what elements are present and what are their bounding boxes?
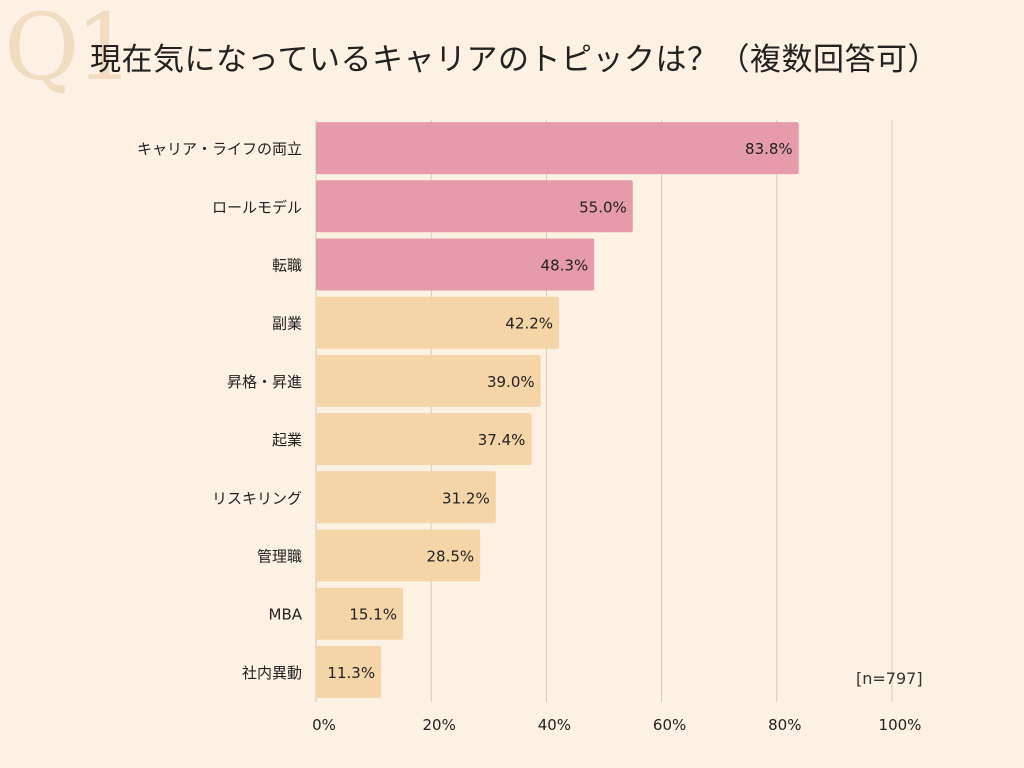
x-tick-label: 40%: [538, 716, 571, 734]
value-label: 83.8%: [745, 140, 793, 158]
bar-5: [316, 354, 541, 407]
category-label: 転職: [272, 257, 302, 275]
bar-6: [316, 413, 532, 466]
value-label: 39.0%: [487, 373, 535, 391]
value-label: 48.3%: [541, 257, 589, 275]
bar-8: [316, 529, 481, 582]
value-label: 11.3%: [327, 664, 375, 682]
bar-9: [316, 587, 403, 640]
category-label: MBA: [269, 606, 303, 624]
value-label: 37.4%: [478, 431, 526, 449]
category-label: 副業: [272, 315, 302, 333]
category-label: 起業: [272, 431, 302, 449]
value-label: 55.0%: [579, 198, 627, 216]
value-label: 15.1%: [349, 606, 397, 624]
x-tick-label: 60%: [653, 716, 686, 734]
category-label: 管理職: [257, 548, 302, 566]
category-label: リスキリング: [212, 489, 302, 507]
x-tick-label: 0%: [312, 716, 336, 734]
category-label: 昇格・昇進: [227, 373, 302, 391]
category-label: ロールモデル: [212, 198, 302, 216]
category-label: 社内異動: [242, 664, 302, 682]
bar-4: [316, 296, 560, 349]
sample-size-note: [n=797]: [856, 669, 923, 688]
x-tick-label: 100%: [879, 716, 922, 734]
value-label: 28.5%: [427, 548, 475, 566]
bar-1: [316, 122, 799, 175]
bar-2: [316, 180, 633, 233]
bar-7: [316, 471, 496, 524]
chart-title: 現在気になっているキャリアのトピックは？（複数回答可）: [90, 42, 939, 78]
bar-10: [316, 645, 382, 698]
value-label: 31.2%: [442, 489, 490, 507]
bar-3: [316, 238, 595, 291]
x-tick-label: 20%: [423, 716, 456, 734]
question-number-watermark: Q1: [4, 0, 134, 101]
value-label: 42.2%: [505, 315, 553, 333]
category-label: キャリア・ライフの両立: [137, 140, 302, 158]
x-tick-label: 80%: [768, 716, 801, 734]
